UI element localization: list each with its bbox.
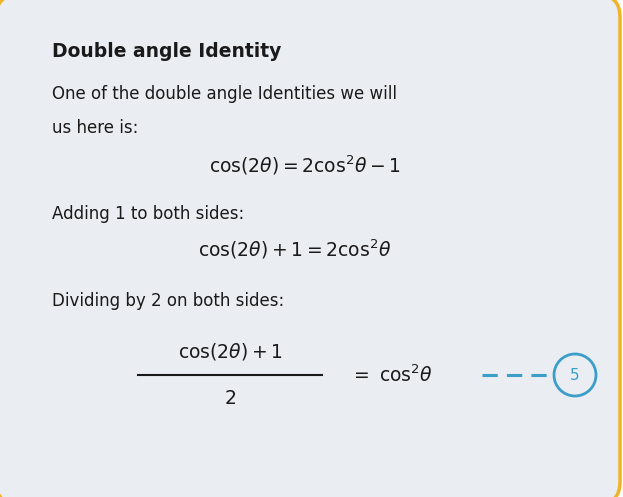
Text: Dividing by 2 on both sides:: Dividing by 2 on both sides:: [52, 292, 284, 310]
Text: One of the double angle Identities we will: One of the double angle Identities we wi…: [52, 85, 397, 103]
Text: $\cos(2\theta) + 1 = 2\cos^2\!\theta$: $\cos(2\theta) + 1 = 2\cos^2\!\theta$: [198, 237, 392, 261]
Text: us here is:: us here is:: [52, 119, 138, 137]
Text: $\cos(2\theta) + 1$: $\cos(2\theta) + 1$: [178, 341, 282, 362]
Text: $=\ \cos^2\!\theta$: $=\ \cos^2\!\theta$: [350, 364, 433, 386]
Text: Adding 1 to both sides:: Adding 1 to both sides:: [52, 205, 244, 223]
Text: $\cos(2\theta) = 2\cos^2\!\theta - 1$: $\cos(2\theta) = 2\cos^2\!\theta - 1$: [209, 153, 401, 177]
Text: 5: 5: [570, 367, 580, 383]
Text: Double angle Identity: Double angle Identity: [52, 42, 282, 61]
Text: $2$: $2$: [224, 389, 236, 408]
